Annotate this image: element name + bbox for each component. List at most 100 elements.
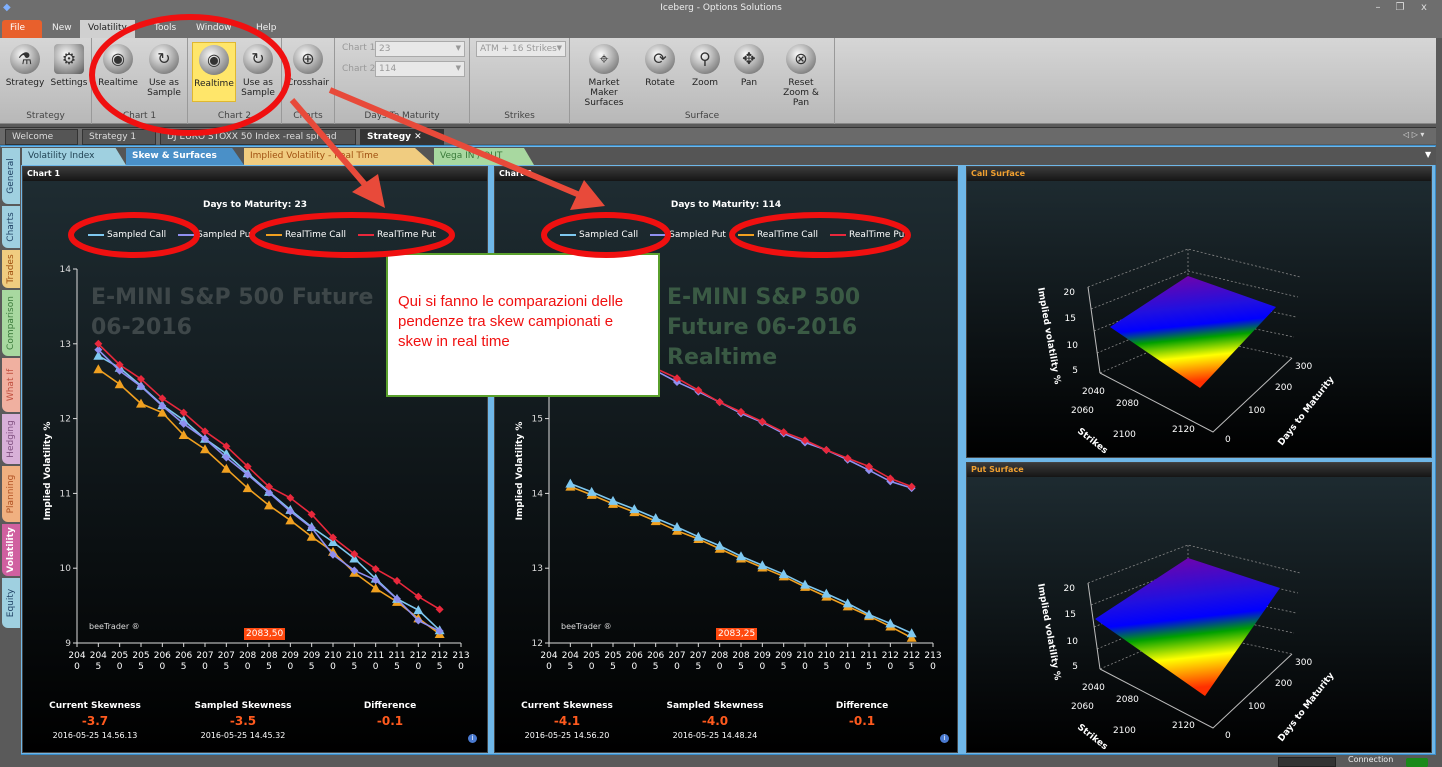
z-tick-label: 10 xyxy=(1067,341,1079,351)
stat-label: Current Skewness xyxy=(49,701,141,711)
side-tab-what-if[interactable]: What If xyxy=(2,358,20,412)
menu-file[interactable]: File xyxy=(2,20,42,38)
x-tick-label: 209 xyxy=(754,651,771,661)
z-tick-label: 5 xyxy=(1072,662,1078,672)
market-maker-surfaces-button[interactable]: ⌖ Market Maker Surfaces xyxy=(576,42,632,108)
x-tick-label: 204 xyxy=(540,651,557,661)
current-skewness-stat: Current Skewness -4.1 2016-05-25 14.56.2… xyxy=(502,701,632,740)
close-window-button[interactable]: x xyxy=(1421,2,1427,13)
reset-zoom-pan-button[interactable]: ⊗ Reset Zoom & Pan xyxy=(775,42,827,108)
data-point-sampled-call xyxy=(885,618,896,628)
x-tick-label: 209 xyxy=(775,651,792,661)
dtm-chart2-select[interactable]: 114 ▼ xyxy=(375,61,465,77)
data-point-realtime-call xyxy=(306,531,317,541)
x-tick-label: 0 xyxy=(330,662,336,672)
data-point-realtime-call xyxy=(264,500,274,510)
subtab-volatility-index[interactable]: Volatility Index xyxy=(22,148,126,165)
data-point-realtime-put xyxy=(243,462,252,471)
data-point-sampled-call xyxy=(608,495,618,505)
side-tab-equity[interactable]: Equity xyxy=(2,578,20,628)
pan-button[interactable]: ✥ Pan xyxy=(727,42,771,102)
data-point-realtime-put xyxy=(843,454,852,463)
y-tick-label: 100 xyxy=(1248,406,1265,416)
rotate-button[interactable]: ⟳ Rotate xyxy=(638,42,682,102)
menu-new[interactable]: New xyxy=(52,23,72,33)
data-point-realtime-put xyxy=(329,533,337,542)
data-point-realtime-put xyxy=(435,605,444,614)
data-point-realtime-call xyxy=(370,583,381,593)
side-tab-charts[interactable]: Charts xyxy=(2,206,20,248)
stat-label: Sampled Skewness xyxy=(666,701,764,711)
data-point-realtime-call xyxy=(157,407,168,417)
x-tick-label: 206 xyxy=(626,651,643,661)
data-point-realtime-put xyxy=(673,374,681,383)
z-tick-label: 5 xyxy=(1072,366,1078,376)
days-to-maturity-label: Days to Maturity: 23 xyxy=(203,200,307,210)
z-tick-label: 15 xyxy=(1065,314,1076,324)
data-point-sampled-put xyxy=(265,488,273,497)
settings-button[interactable]: ⚙ Settings xyxy=(47,42,91,102)
side-tab-hedging[interactable]: Hedging xyxy=(2,414,20,464)
data-point-sampled-call xyxy=(693,531,704,541)
chart1-panel: Chart 1 Days to Maturity: 23 E-MINI S&P … xyxy=(22,166,488,753)
connection-label: Connection xyxy=(1348,755,1394,764)
side-tab-trades[interactable]: Trades xyxy=(2,250,20,288)
crosshair-button[interactable]: ⊕ Crosshair xyxy=(286,42,330,102)
tab-scroll-icons[interactable]: ◁ ▷ ▾ xyxy=(1403,130,1425,139)
window-title: Iceberg - Options Solutions xyxy=(660,3,782,13)
y-tick-label: 12 xyxy=(60,415,71,425)
data-point-realtime-put xyxy=(371,564,380,573)
x-tick-label: 0 xyxy=(415,662,421,672)
data-point-sampled-put xyxy=(137,382,145,391)
put-surface-3d[interactable]: 5 10 15 20 2040 2060 2080 2100 2120 0 100 200 300 Imp… xyxy=(1035,544,1337,752)
data-point-realtime-put xyxy=(265,482,273,491)
data-point-sampled-call xyxy=(906,628,917,638)
data-point-realtime-put xyxy=(222,442,231,451)
x-tick-label: 0 xyxy=(287,662,293,672)
group-label: Strategy xyxy=(26,111,65,121)
minimize-button[interactable]: – xyxy=(1375,2,1381,13)
x-tick-label: 205 xyxy=(132,651,149,661)
x-tick-label: 0 xyxy=(717,662,723,672)
telescope-icon: ⌖ xyxy=(589,44,619,74)
x-tick-label: 205 xyxy=(583,651,600,661)
magnifier-icon: ⚲ xyxy=(690,44,720,74)
data-point-sampled-put xyxy=(201,434,209,443)
side-tab-comparison[interactable]: Comparison xyxy=(2,290,20,356)
data-point-sampled-put xyxy=(158,401,167,410)
side-tab-general[interactable]: General xyxy=(2,148,20,204)
info-icon[interactable]: i xyxy=(940,734,949,743)
info-icon[interactable]: i xyxy=(468,734,477,743)
strikes-select[interactable]: ATM + 16 Strikes ▼ xyxy=(476,41,566,57)
floor-axes xyxy=(1099,357,1293,433)
stat-value: -3.7 xyxy=(81,714,109,728)
dropdown-icon[interactable]: ▼ xyxy=(1425,150,1432,159)
x-tick-label: 5 xyxy=(437,662,443,672)
status-bar: Connection xyxy=(0,755,1442,767)
side-tab-planning[interactable]: Planning xyxy=(2,466,20,522)
call-surface-3d[interactable]: 5 10 15 20 2040 2060 2080 2100 2120 0 100 200 300 Imp… xyxy=(1035,248,1337,456)
dtm-chart1-select[interactable]: 23 ▼ xyxy=(375,41,465,57)
x-tick-label: 207 xyxy=(196,651,213,661)
x-tick-label: 207 xyxy=(690,651,707,661)
days-to-maturity-label: Days to Maturity: 114 xyxy=(670,200,782,210)
zoom-button[interactable]: ⚲ Zoom xyxy=(683,42,727,102)
y-tick-label: 100 xyxy=(1248,702,1265,712)
z-tick-label: 10 xyxy=(1067,637,1079,647)
strategy-button[interactable]: ⚗ Strategy xyxy=(3,42,47,102)
x-tick-label: 206 xyxy=(647,651,664,661)
subtab-skew-surfaces[interactable]: Skew & Surfaces xyxy=(126,148,244,165)
y-tick-label: 10 xyxy=(60,564,72,574)
data-point-sampled-call xyxy=(800,579,810,589)
x-tick-label: 5 xyxy=(138,662,144,672)
x-tick-label: 207 xyxy=(668,651,685,661)
vol-surface xyxy=(1095,558,1280,696)
side-tab-volatility[interactable]: Volatility xyxy=(2,524,20,576)
x-tick-label: 5 xyxy=(394,662,400,672)
doc-tab-welcome[interactable]: Welcome xyxy=(5,129,78,145)
x-tick-label: 208 xyxy=(239,651,256,661)
x-tick-label: 211 xyxy=(860,651,877,661)
x-tick-label: 211 xyxy=(839,651,856,661)
restore-button[interactable]: ❐ xyxy=(1395,2,1405,13)
data-point-realtime-put xyxy=(907,482,916,491)
